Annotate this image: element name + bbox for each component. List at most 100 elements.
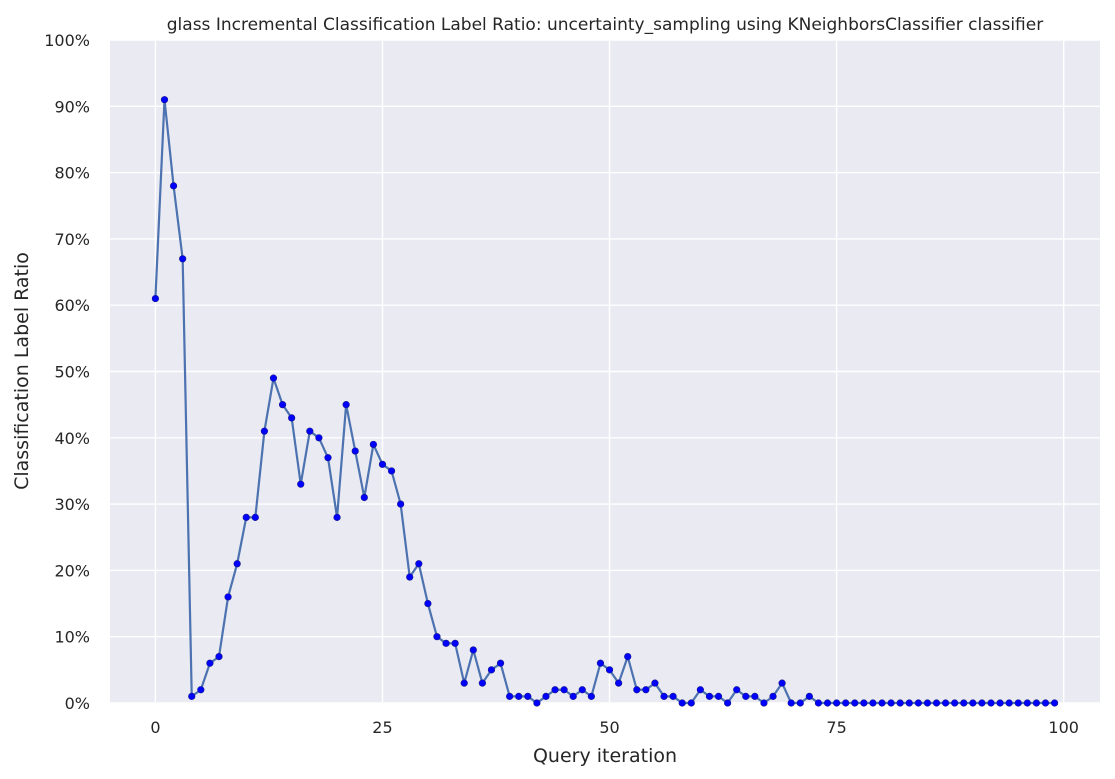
data-point <box>1023 699 1031 707</box>
data-point <box>406 573 414 581</box>
data-point <box>397 500 405 508</box>
data-point <box>587 692 595 700</box>
data-point <box>923 699 932 707</box>
data-point <box>1005 699 1013 707</box>
data-points <box>151 96 1059 707</box>
data-point <box>197 686 205 694</box>
x-axis-title: Query iteration <box>533 745 677 767</box>
data-point <box>842 699 850 707</box>
y-tick-label: 30% <box>54 495 90 514</box>
y-tick-labels: 0% 10% 20% 30% 40% 50% 60% 70% 80% 90% 100% <box>44 31 90 713</box>
y-tick-label: 40% <box>54 429 90 448</box>
data-point <box>188 692 196 700</box>
y-tick-label: 90% <box>54 97 90 116</box>
data-point <box>460 679 468 687</box>
data-point <box>478 679 486 687</box>
data-point <box>169 182 178 190</box>
data-point <box>932 699 941 707</box>
data-point <box>605 666 614 674</box>
data-point <box>233 560 241 568</box>
y-tick-label: 50% <box>54 363 90 382</box>
data-point <box>369 440 377 449</box>
y-tick-label: 80% <box>54 164 90 183</box>
data-point <box>324 454 332 462</box>
data-point <box>424 599 432 608</box>
data-point <box>415 560 423 568</box>
data-point <box>315 434 323 442</box>
data-point <box>987 699 995 707</box>
data-point <box>524 692 532 700</box>
x-tick-label: 25 <box>372 718 392 737</box>
data-point <box>560 686 568 694</box>
data-point <box>179 255 187 263</box>
data-point <box>887 699 895 707</box>
data-point <box>297 480 305 488</box>
x-tick-label: 0 <box>150 718 160 737</box>
y-tick-label: 60% <box>54 296 90 315</box>
data-point <box>451 639 459 647</box>
data-point <box>778 679 786 687</box>
data-point <box>333 513 341 521</box>
data-point <box>487 666 496 674</box>
data-point <box>342 401 350 409</box>
data-point <box>724 699 732 707</box>
data-point <box>678 699 686 707</box>
data-point <box>269 374 278 382</box>
data-point <box>669 692 677 700</box>
data-point <box>615 679 623 687</box>
data-point <box>769 692 777 700</box>
data-point <box>278 401 287 409</box>
data-point <box>596 659 605 667</box>
data-point <box>206 659 214 667</box>
data-point <box>941 699 950 707</box>
data-point <box>651 679 659 687</box>
data-point <box>714 692 723 700</box>
data-point <box>951 699 959 707</box>
data-point <box>905 699 913 707</box>
x-tick-label: 50 <box>599 718 619 737</box>
data-point <box>705 692 714 700</box>
data-point <box>506 692 514 700</box>
data-point <box>896 699 904 707</box>
data-point <box>160 96 169 104</box>
data-point <box>851 699 859 707</box>
data-point <box>860 699 868 707</box>
data-point <box>242 513 250 521</box>
data-point <box>805 692 813 700</box>
series-line <box>154 98 1055 705</box>
y-tick-label: 0% <box>65 694 90 713</box>
data-point <box>914 699 922 707</box>
data-point <box>387 467 396 475</box>
data-point <box>288 414 296 422</box>
data-point <box>433 633 441 641</box>
x-tick-label: 100 <box>1048 718 1079 737</box>
data-point <box>578 686 586 694</box>
data-point <box>787 699 795 707</box>
data-point <box>996 699 1004 707</box>
data-point <box>351 447 359 455</box>
data-point <box>1050 699 1059 707</box>
data-point <box>696 686 704 694</box>
data-point <box>660 692 668 700</box>
data-point <box>969 699 977 707</box>
data-point <box>469 646 477 654</box>
data-point <box>260 427 269 435</box>
x-tick-labels: 0 25 50 75 100 <box>150 718 1079 737</box>
data-point <box>251 513 259 521</box>
x-tick-label: 75 <box>826 718 846 737</box>
data-point <box>496 659 505 667</box>
data-point <box>760 699 768 707</box>
data-point <box>642 686 650 694</box>
data-point <box>733 686 741 694</box>
y-axis-title: Classification Label Ratio <box>11 252 33 490</box>
data-point <box>533 699 541 707</box>
data-point <box>869 699 877 707</box>
data-point <box>1014 699 1022 707</box>
data-point <box>151 294 160 303</box>
data-point <box>1041 699 1050 707</box>
data-point <box>833 699 841 707</box>
data-point <box>814 699 823 707</box>
data-point <box>224 593 232 601</box>
data-point <box>306 427 314 435</box>
